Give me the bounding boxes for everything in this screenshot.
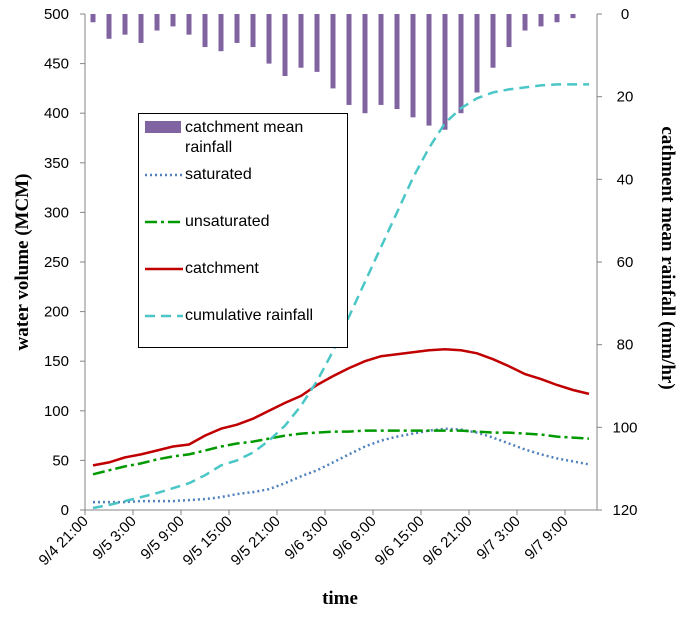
legend-label: catchment [185, 260, 259, 277]
rainfall-bar [362, 14, 368, 114]
legend-label: unsaturated [185, 213, 270, 230]
rainfall-bar [234, 14, 240, 43]
x-tick-label: 9/7 3:00 [473, 513, 523, 563]
rainfall-bar [490, 14, 496, 68]
rainfall-bar [330, 14, 336, 89]
legend-label: catchment mean rainfall [185, 119, 304, 156]
rainfall-bar [138, 14, 144, 43]
y2-tick-label: 20 [617, 89, 634, 106]
y-tick-label: 50 [52, 452, 69, 469]
rainfall-bar [218, 14, 224, 52]
x-tick-label: 9/6 15:00 [372, 513, 428, 569]
legend-bar [145, 121, 181, 133]
rainfall-bar [154, 14, 160, 31]
y-tick-label: 250 [44, 254, 69, 271]
rainfall-bar [298, 14, 304, 68]
line-3 [92, 348, 590, 467]
legend-swatch [145, 121, 181, 133]
legend-entry: unsaturated [143, 212, 343, 259]
x-tick-label: 9/7 9:00 [521, 513, 571, 563]
rainfall-bar [474, 14, 480, 93]
legend-swatch [145, 267, 183, 271]
x-tick-label: 9/4 21:00 [36, 513, 92, 569]
rainfall-bar [186, 14, 192, 35]
y-tick-label: 200 [44, 304, 69, 321]
legend-label: saturated [185, 166, 252, 183]
rainfall-bar [442, 14, 448, 130]
y2-tick-label: 120 [612, 502, 637, 519]
y2-tick-label: 0 [621, 6, 629, 23]
legend-label: cumulative rainfall [185, 307, 314, 324]
legend-entry: catchment mean rainfall [143, 118, 343, 165]
y2-axis-title: cathment mean rainfall (mm/hr) [657, 126, 677, 389]
y2-tick-label: 60 [617, 254, 634, 271]
legend-entry: cumulative rainfall [143, 306, 343, 353]
rainfall-bar [106, 14, 112, 39]
rainfall-bar [554, 14, 560, 23]
rainfall-bar [538, 14, 544, 27]
rainfall-bar [410, 14, 416, 118]
x-tick-label: 9/6 21:00 [420, 513, 476, 569]
legend-entry: catchment [143, 259, 343, 306]
y-tick-label: 350 [44, 155, 69, 172]
rainfall-bar [378, 14, 384, 105]
rainfall-bar [314, 14, 320, 72]
rainfall-bar [394, 14, 400, 110]
line-1 [93, 427, 590, 504]
rainfall-bar [506, 14, 512, 48]
y-tick-label: 450 [44, 56, 69, 73]
legend-swatch [145, 173, 183, 177]
y2-tick-label: 40 [617, 171, 634, 188]
x-axis-title: time [322, 588, 358, 609]
x-tick-label: 9/5 3:00 [89, 513, 139, 563]
rainfall-bar [282, 14, 288, 76]
rainfall-bar [570, 14, 576, 19]
y-tick-label: 500 [44, 6, 69, 23]
rainfall-bar [122, 14, 128, 35]
y-tick-label: 400 [44, 105, 69, 122]
rainfall-bar [458, 14, 464, 114]
legend-swatch [145, 314, 183, 318]
line-2 [92, 429, 590, 476]
y-tick-label: 0 [61, 502, 69, 519]
rainfall-bar [266, 14, 272, 64]
y-axis-title: water volume (MCM) [12, 174, 33, 351]
y-tick-label: 300 [44, 204, 69, 221]
rainfall-bar [250, 14, 256, 48]
y-tick-label: 150 [44, 353, 69, 370]
legend-swatch [145, 220, 183, 224]
x-tick-label: 9/5 21:00 [228, 513, 284, 569]
rainfall-bar [202, 14, 208, 48]
rainfall-bar [426, 14, 432, 126]
y2-tick-label: 80 [617, 337, 634, 354]
x-tick-label: 9/6 3:00 [281, 513, 331, 563]
rainfall-bar [90, 14, 96, 23]
rainfall-bar [522, 14, 528, 31]
y-tick-label: 100 [44, 403, 69, 420]
x-tick-label: 9/5 15:00 [180, 513, 236, 569]
rainfall-bar [170, 14, 176, 27]
legend-entry: saturated [143, 165, 343, 212]
y2-tick-label: 100 [612, 419, 637, 436]
rainfall-bar [346, 14, 352, 105]
legend: catchment mean rainfall saturated unsatura… [138, 113, 348, 348]
